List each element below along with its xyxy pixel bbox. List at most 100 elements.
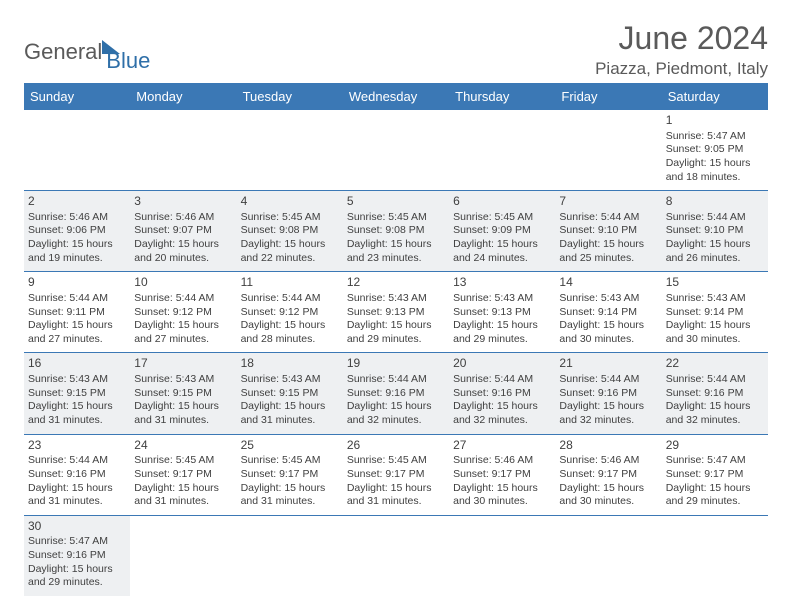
sunset-text: Sunset: 9:10 PM bbox=[666, 224, 764, 238]
sunrise-text: Sunrise: 5:47 AM bbox=[28, 535, 126, 549]
daylight-text: Daylight: 15 hours and 30 minutes. bbox=[559, 319, 657, 346]
daylight-text: Daylight: 15 hours and 32 minutes. bbox=[453, 400, 551, 427]
sunrise-text: Sunrise: 5:44 AM bbox=[559, 211, 657, 225]
sunrise-text: Sunrise: 5:44 AM bbox=[559, 373, 657, 387]
week-row: 30Sunrise: 5:47 AMSunset: 9:16 PMDayligh… bbox=[24, 515, 768, 596]
sunset-text: Sunset: 9:10 PM bbox=[559, 224, 657, 238]
sunset-text: Sunset: 9:14 PM bbox=[666, 306, 764, 320]
weekday-row: SundayMondayTuesdayWednesdayThursdayFrid… bbox=[24, 83, 768, 110]
day-number: 27 bbox=[453, 438, 551, 454]
empty-cell bbox=[449, 110, 555, 191]
sunrise-text: Sunrise: 5:45 AM bbox=[241, 211, 339, 225]
daylight-text: Daylight: 15 hours and 27 minutes. bbox=[28, 319, 126, 346]
sunrise-text: Sunrise: 5:47 AM bbox=[666, 130, 764, 144]
sunset-text: Sunset: 9:15 PM bbox=[134, 387, 232, 401]
daylight-text: Daylight: 15 hours and 23 minutes. bbox=[347, 238, 445, 265]
sunrise-text: Sunrise: 5:46 AM bbox=[453, 454, 551, 468]
week-row: 9Sunrise: 5:44 AMSunset: 9:11 PMDaylight… bbox=[24, 272, 768, 353]
daylight-text: Daylight: 15 hours and 19 minutes. bbox=[28, 238, 126, 265]
day-cell: 20Sunrise: 5:44 AMSunset: 9:16 PMDayligh… bbox=[449, 353, 555, 434]
day-number: 29 bbox=[666, 438, 764, 454]
day-number: 26 bbox=[347, 438, 445, 454]
month-title: June 2024 bbox=[595, 20, 768, 57]
daylight-text: Daylight: 15 hours and 22 minutes. bbox=[241, 238, 339, 265]
day-cell: 13Sunrise: 5:43 AMSunset: 9:13 PMDayligh… bbox=[449, 272, 555, 353]
day-cell: 21Sunrise: 5:44 AMSunset: 9:16 PMDayligh… bbox=[555, 353, 661, 434]
sunrise-text: Sunrise: 5:44 AM bbox=[28, 454, 126, 468]
daylight-text: Daylight: 15 hours and 30 minutes. bbox=[559, 482, 657, 509]
daylight-text: Daylight: 15 hours and 31 minutes. bbox=[241, 400, 339, 427]
empty-cell bbox=[237, 515, 343, 596]
sunrise-text: Sunrise: 5:43 AM bbox=[559, 292, 657, 306]
day-number: 16 bbox=[28, 356, 126, 372]
day-cell: 12Sunrise: 5:43 AMSunset: 9:13 PMDayligh… bbox=[343, 272, 449, 353]
daylight-text: Daylight: 15 hours and 32 minutes. bbox=[347, 400, 445, 427]
logo-text-1: General bbox=[24, 39, 102, 65]
sunset-text: Sunset: 9:17 PM bbox=[559, 468, 657, 482]
weekday-friday: Friday bbox=[555, 83, 661, 110]
sunset-text: Sunset: 9:08 PM bbox=[347, 224, 445, 238]
sunset-text: Sunset: 9:15 PM bbox=[28, 387, 126, 401]
sunrise-text: Sunrise: 5:43 AM bbox=[241, 373, 339, 387]
day-cell: 17Sunrise: 5:43 AMSunset: 9:15 PMDayligh… bbox=[130, 353, 236, 434]
day-number: 14 bbox=[559, 275, 657, 291]
sunset-text: Sunset: 9:09 PM bbox=[453, 224, 551, 238]
empty-cell bbox=[555, 515, 661, 596]
calendar-head: SundayMondayTuesdayWednesdayThursdayFrid… bbox=[24, 83, 768, 110]
sunset-text: Sunset: 9:16 PM bbox=[28, 468, 126, 482]
sunset-text: Sunset: 9:13 PM bbox=[347, 306, 445, 320]
day-cell: 14Sunrise: 5:43 AMSunset: 9:14 PMDayligh… bbox=[555, 272, 661, 353]
day-cell: 7Sunrise: 5:44 AMSunset: 9:10 PMDaylight… bbox=[555, 191, 661, 272]
sunset-text: Sunset: 9:17 PM bbox=[347, 468, 445, 482]
sunset-text: Sunset: 9:15 PM bbox=[241, 387, 339, 401]
day-cell: 27Sunrise: 5:46 AMSunset: 9:17 PMDayligh… bbox=[449, 434, 555, 515]
daylight-text: Daylight: 15 hours and 30 minutes. bbox=[453, 482, 551, 509]
day-number: 19 bbox=[347, 356, 445, 372]
day-cell: 15Sunrise: 5:43 AMSunset: 9:14 PMDayligh… bbox=[662, 272, 768, 353]
sunrise-text: Sunrise: 5:44 AM bbox=[666, 373, 764, 387]
day-cell: 16Sunrise: 5:43 AMSunset: 9:15 PMDayligh… bbox=[24, 353, 130, 434]
sunset-text: Sunset: 9:16 PM bbox=[347, 387, 445, 401]
day-number: 28 bbox=[559, 438, 657, 454]
daylight-text: Daylight: 15 hours and 31 minutes. bbox=[241, 482, 339, 509]
day-number: 22 bbox=[666, 356, 764, 372]
day-number: 21 bbox=[559, 356, 657, 372]
day-number: 6 bbox=[453, 194, 551, 210]
sunset-text: Sunset: 9:14 PM bbox=[559, 306, 657, 320]
calendar-body: 1Sunrise: 5:47 AMSunset: 9:05 PMDaylight… bbox=[24, 110, 768, 596]
day-number: 5 bbox=[347, 194, 445, 210]
logo-text-2: Blue bbox=[106, 48, 150, 74]
header: General Blue June 2024 Piazza, Piedmont,… bbox=[24, 20, 768, 79]
day-number: 1 bbox=[666, 113, 764, 129]
day-number: 8 bbox=[666, 194, 764, 210]
day-number: 4 bbox=[241, 194, 339, 210]
week-row: 2Sunrise: 5:46 AMSunset: 9:06 PMDaylight… bbox=[24, 191, 768, 272]
daylight-text: Daylight: 15 hours and 32 minutes. bbox=[666, 400, 764, 427]
weekday-monday: Monday bbox=[130, 83, 236, 110]
day-number: 30 bbox=[28, 519, 126, 535]
title-block: June 2024 Piazza, Piedmont, Italy bbox=[595, 20, 768, 79]
sunset-text: Sunset: 9:12 PM bbox=[134, 306, 232, 320]
calendar-table: SundayMondayTuesdayWednesdayThursdayFrid… bbox=[24, 83, 768, 596]
location: Piazza, Piedmont, Italy bbox=[595, 59, 768, 79]
logo: General Blue bbox=[24, 20, 150, 74]
sunset-text: Sunset: 9:16 PM bbox=[453, 387, 551, 401]
sunset-text: Sunset: 9:05 PM bbox=[666, 143, 764, 157]
sunset-text: Sunset: 9:06 PM bbox=[28, 224, 126, 238]
daylight-text: Daylight: 15 hours and 25 minutes. bbox=[559, 238, 657, 265]
day-cell: 6Sunrise: 5:45 AMSunset: 9:09 PMDaylight… bbox=[449, 191, 555, 272]
daylight-text: Daylight: 15 hours and 29 minutes. bbox=[28, 563, 126, 590]
sunrise-text: Sunrise: 5:45 AM bbox=[347, 211, 445, 225]
day-number: 25 bbox=[241, 438, 339, 454]
day-cell: 25Sunrise: 5:45 AMSunset: 9:17 PMDayligh… bbox=[237, 434, 343, 515]
sunset-text: Sunset: 9:13 PM bbox=[453, 306, 551, 320]
day-number: 18 bbox=[241, 356, 339, 372]
day-cell: 9Sunrise: 5:44 AMSunset: 9:11 PMDaylight… bbox=[24, 272, 130, 353]
daylight-text: Daylight: 15 hours and 28 minutes. bbox=[241, 319, 339, 346]
sunrise-text: Sunrise: 5:44 AM bbox=[134, 292, 232, 306]
day-number: 15 bbox=[666, 275, 764, 291]
day-cell: 1Sunrise: 5:47 AMSunset: 9:05 PMDaylight… bbox=[662, 110, 768, 191]
day-cell: 10Sunrise: 5:44 AMSunset: 9:12 PMDayligh… bbox=[130, 272, 236, 353]
sunset-text: Sunset: 9:17 PM bbox=[134, 468, 232, 482]
sunrise-text: Sunrise: 5:47 AM bbox=[666, 454, 764, 468]
